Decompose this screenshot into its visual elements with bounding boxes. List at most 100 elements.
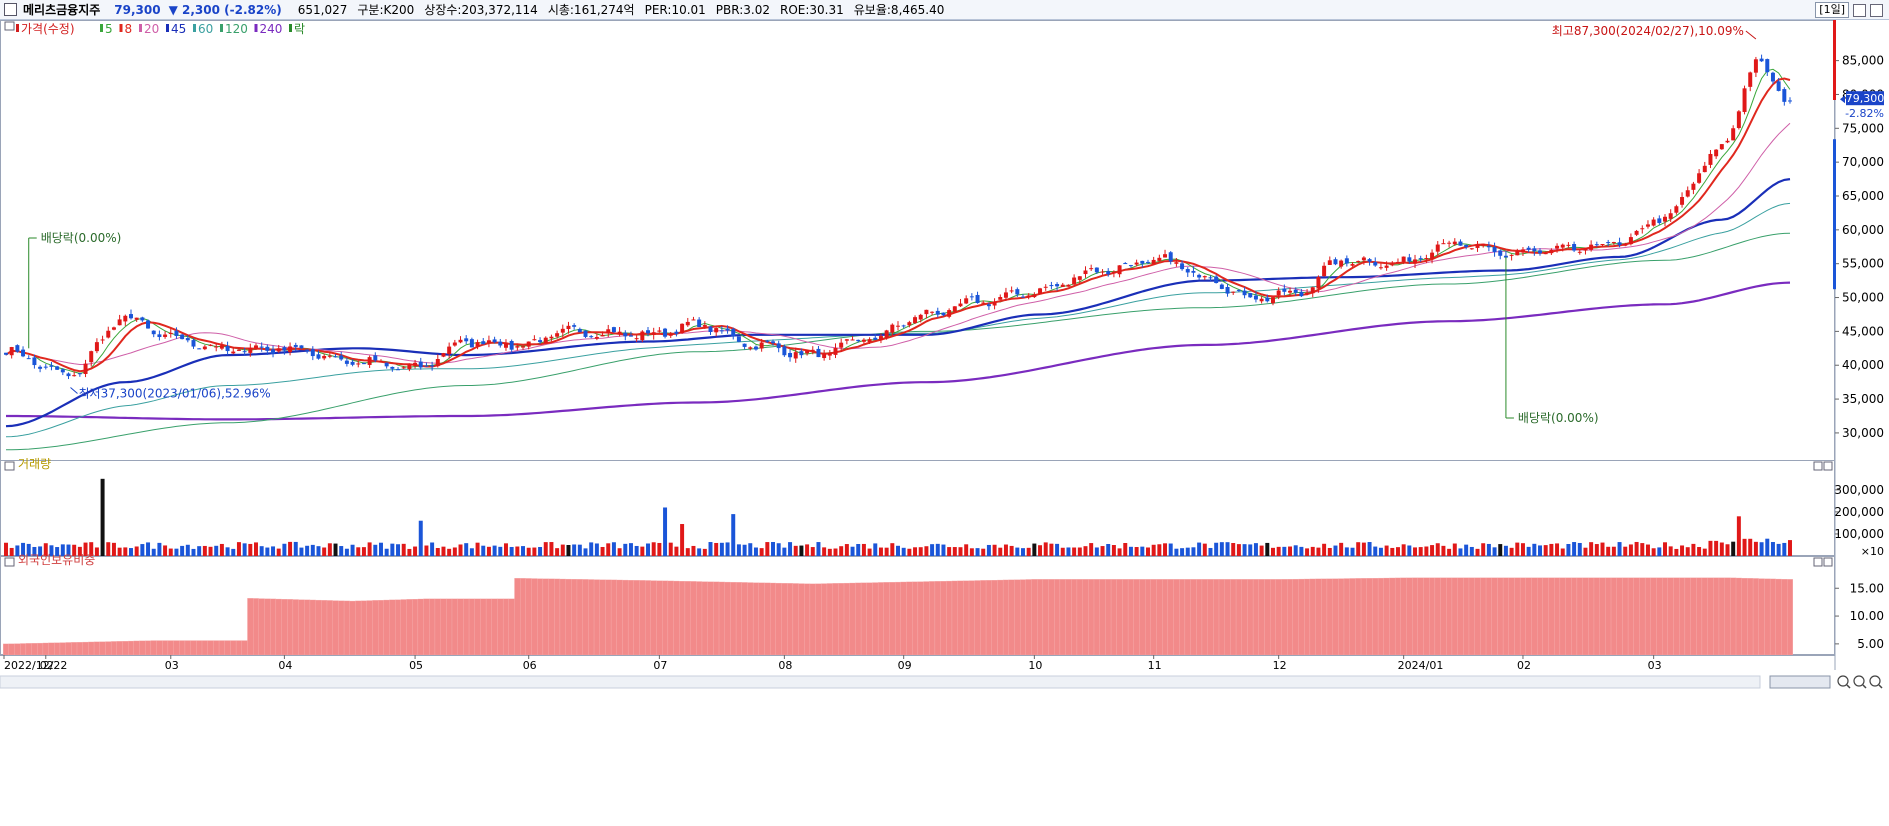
- foreign-bar: [1718, 577, 1725, 656]
- foreign-bar: [843, 582, 850, 656]
- foreign-bar: [616, 579, 623, 656]
- maximize-icon[interactable]: [1853, 3, 1866, 17]
- candle-body: [736, 336, 741, 342]
- candle-body: [1577, 251, 1582, 253]
- x-axis-label: 02: [40, 659, 54, 672]
- foreign-bar: [1139, 579, 1146, 656]
- volume-bar: [1623, 546, 1628, 556]
- price-axis-label: 65,000: [1842, 189, 1884, 203]
- scroll-range-slider[interactable]: [1769, 675, 1831, 689]
- volume-bar: [1566, 543, 1571, 556]
- candle-body: [1469, 248, 1474, 250]
- price-panel-frame: [0, 20, 1835, 461]
- volume-bar: [1748, 538, 1753, 556]
- volume-bar: [1191, 547, 1196, 556]
- candle-body: [651, 332, 656, 335]
- volume-bar: [208, 546, 213, 556]
- foreign-bar: [434, 598, 441, 656]
- x-axis-label: 05: [409, 659, 423, 672]
- volume-bar: [896, 545, 900, 556]
- volume-unit-label: ×10: [1861, 545, 1884, 558]
- foreign-bar: [1014, 579, 1021, 656]
- volume-bar: [634, 545, 639, 556]
- foreign-bar: [372, 600, 379, 656]
- zoom-reset-icon[interactable]: [1869, 675, 1881, 687]
- candle-body: [1549, 249, 1554, 254]
- stock-name: 메리츠금융지주: [23, 3, 101, 17]
- foreign-bar: [645, 580, 652, 656]
- panel-checkbox[interactable]: [4, 21, 15, 31]
- foreign-bar: [128, 640, 134, 656]
- foreign-bar: [1008, 579, 1015, 656]
- foreign-bar: [912, 581, 919, 656]
- foreign-bar: [1235, 579, 1242, 656]
- volume-bar: [1163, 543, 1168, 556]
- volume-bar: [958, 547, 963, 556]
- foreign-bar: [520, 578, 527, 656]
- foreign-bar: [906, 581, 913, 656]
- foreign-bar: [207, 640, 214, 656]
- candle-body: [628, 335, 633, 337]
- foreign-bar: [1440, 577, 1447, 656]
- price-axis-label: 45,000: [1842, 324, 1884, 338]
- candle-body: [418, 361, 423, 368]
- volume-bar: [1253, 543, 1258, 556]
- volume-bar: [1231, 543, 1236, 556]
- panel-maximize-icon[interactable]: [1813, 557, 1823, 567]
- candle-body: [1486, 245, 1491, 248]
- candle-body: [180, 334, 185, 340]
- candle-body: [344, 360, 349, 364]
- period-selector[interactable]: [1일]: [1815, 2, 1849, 18]
- zoom-out-icon[interactable]: [1853, 675, 1865, 687]
- foreign-bar: [429, 598, 436, 656]
- panel-close-icon[interactable]: [1823, 557, 1833, 567]
- candle-body: [1731, 128, 1736, 141]
- candle-body: [930, 311, 935, 313]
- chart-select-checkbox[interactable]: [4, 3, 17, 16]
- horizontal-scrollbar[interactable]: [0, 675, 1761, 689]
- candle-body: [339, 355, 344, 360]
- panel-checkbox[interactable]: [4, 461, 15, 471]
- volume-bar: [21, 542, 26, 556]
- x-axis-label: 09: [898, 659, 912, 672]
- low-annotation-arrow: [70, 387, 78, 394]
- candle-body: [884, 330, 889, 338]
- volume-bar: [1202, 543, 1207, 556]
- candle-body: [543, 337, 548, 343]
- candle-body: [1288, 290, 1293, 293]
- zoom-in-icon[interactable]: [1837, 675, 1849, 687]
- foreign-bar: [1190, 579, 1197, 656]
- foreign-bar: [1673, 577, 1680, 656]
- volume-bar: [1538, 545, 1543, 556]
- foreign-bar: [133, 640, 140, 656]
- volume-bar: [810, 547, 815, 556]
- panel-checkbox[interactable]: [4, 557, 15, 567]
- foreign-bar: [798, 583, 805, 656]
- candle-body: [1038, 288, 1043, 295]
- volume-bar: [759, 548, 764, 556]
- foreign-bar: [1644, 577, 1651, 656]
- candle-body: [1157, 257, 1162, 261]
- candle-body: [208, 344, 213, 346]
- volume-bar: [424, 545, 429, 556]
- volume-bar: [799, 545, 804, 556]
- foreign-bar: [20, 643, 27, 656]
- close-icon[interactable]: [1870, 3, 1883, 17]
- candle-body: [1106, 271, 1111, 275]
- volume-bar: [1628, 544, 1633, 556]
- foreign-bar: [849, 582, 856, 656]
- foreign-bar: [1048, 579, 1055, 656]
- price-axis-label: 35,000: [1842, 392, 1884, 406]
- candle-body: [918, 314, 923, 320]
- foreign-bar: [179, 640, 186, 656]
- panel-maximize-icon[interactable]: [1813, 461, 1823, 471]
- foreign-bar: [542, 578, 549, 656]
- candle-body: [1168, 252, 1173, 262]
- volume-bar: [1765, 538, 1770, 556]
- panel-close-icon[interactable]: [1823, 461, 1833, 471]
- foreign-bar: [275, 598, 282, 656]
- price-axis-label: 40,000: [1842, 358, 1884, 372]
- foreign-bar: [832, 583, 839, 656]
- candle-body: [174, 330, 179, 337]
- candle-body: [60, 369, 65, 373]
